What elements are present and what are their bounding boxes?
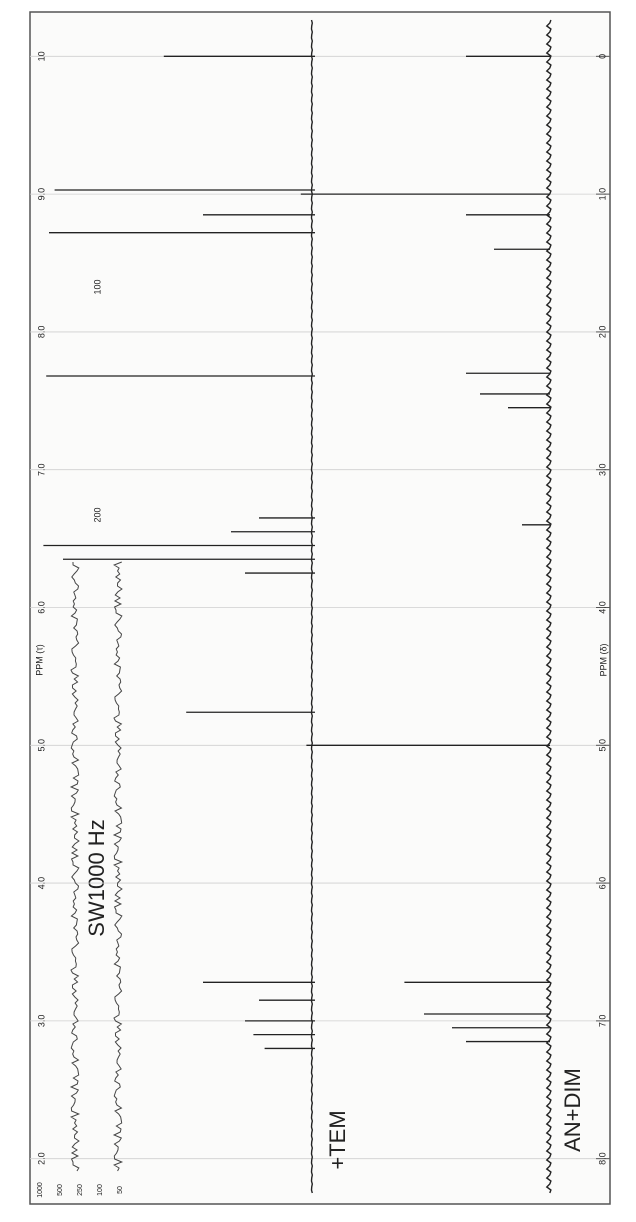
scale-label: 250 xyxy=(77,1184,84,1196)
x-tick-label: 3.0 xyxy=(36,1015,46,1028)
x-tick-label: 5.0 xyxy=(36,739,46,752)
x2-tick-label: 5.0 xyxy=(597,739,607,752)
noise-trace xyxy=(69,561,81,1172)
x-tick-label: 8.0 xyxy=(36,326,46,339)
chart-paper xyxy=(29,11,611,1205)
x-tick-label: 9.0 xyxy=(36,188,46,201)
x2-tick-label: 1.0 xyxy=(597,188,607,201)
scale-label: 50 xyxy=(117,1186,124,1194)
x2-tick-label: 6.0 xyxy=(597,877,607,890)
x2-tick-label: 7.0 xyxy=(597,1015,607,1028)
x-tick-label: 7.0 xyxy=(36,463,46,476)
baseline xyxy=(545,19,552,1194)
x-tick-label: 10 xyxy=(36,51,46,61)
legend-label: AN+DIM xyxy=(560,1068,585,1152)
baseline xyxy=(310,19,314,1194)
scale-label: 500 xyxy=(57,1184,64,1196)
x2-axis-label: PPM (δ) xyxy=(598,643,608,676)
chart-title: SW1000 Hz xyxy=(84,819,109,936)
x2-tick-label: 3.0 xyxy=(597,463,607,476)
x2-tick-label: 2.0 xyxy=(597,326,607,339)
annotation: 100 xyxy=(92,279,102,294)
x2-tick-label: 0 xyxy=(597,54,607,59)
scale-label: 100 xyxy=(97,1184,104,1196)
scale-label: 1000 xyxy=(37,1182,44,1198)
x-tick-label: 4.0 xyxy=(36,877,46,890)
x2-tick-label: 8.0 xyxy=(597,1152,607,1165)
x-tick-label: 6.0 xyxy=(36,601,46,614)
annotation: 200 xyxy=(92,507,102,522)
x2-tick-label: 4.0 xyxy=(597,601,607,614)
x-tick-label: 2.0 xyxy=(36,1152,46,1165)
legend-label: +TEM xyxy=(325,1110,350,1169)
noise-trace xyxy=(112,561,124,1172)
x-axis-label: PPM (τ) xyxy=(34,644,44,676)
